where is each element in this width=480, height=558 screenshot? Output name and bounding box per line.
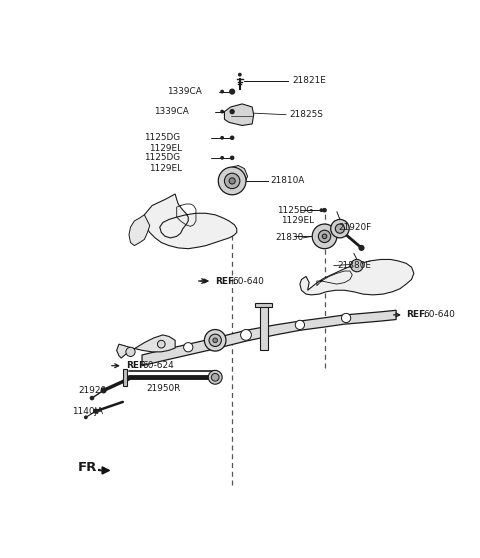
Text: 21821E: 21821E — [292, 76, 326, 85]
Text: 21920F: 21920F — [338, 223, 372, 232]
Circle shape — [208, 371, 222, 384]
Polygon shape — [123, 369, 127, 386]
Polygon shape — [129, 215, 150, 246]
Text: 1125DG: 1125DG — [144, 153, 180, 162]
Circle shape — [336, 224, 345, 233]
Text: REF.: REF. — [406, 310, 427, 319]
Circle shape — [209, 334, 221, 347]
Polygon shape — [142, 310, 396, 365]
Circle shape — [230, 136, 234, 140]
Polygon shape — [255, 302, 272, 307]
Text: 1129EL: 1129EL — [149, 164, 182, 173]
Text: 1339CA: 1339CA — [154, 107, 189, 116]
Polygon shape — [232, 166, 248, 184]
Circle shape — [220, 136, 224, 140]
Circle shape — [240, 330, 252, 340]
Circle shape — [230, 156, 234, 160]
Circle shape — [90, 396, 94, 401]
Text: 1140JA: 1140JA — [72, 407, 103, 416]
Circle shape — [93, 408, 98, 414]
Text: 1125DG: 1125DG — [277, 206, 313, 215]
Text: 1125DG: 1125DG — [144, 133, 180, 142]
Polygon shape — [117, 335, 175, 358]
Circle shape — [126, 347, 135, 357]
Text: 21950R: 21950R — [146, 384, 180, 393]
Circle shape — [184, 343, 193, 352]
Text: 21920: 21920 — [78, 386, 106, 395]
Circle shape — [84, 415, 88, 419]
Text: 60-640: 60-640 — [423, 310, 455, 319]
Circle shape — [341, 314, 351, 323]
Circle shape — [213, 338, 217, 343]
Text: REF.: REF. — [126, 361, 147, 370]
Circle shape — [229, 109, 235, 114]
Circle shape — [204, 330, 226, 351]
Circle shape — [157, 340, 165, 348]
Circle shape — [295, 320, 304, 330]
Circle shape — [218, 167, 246, 195]
Text: REF.: REF. — [215, 277, 236, 286]
Circle shape — [322, 234, 327, 239]
Polygon shape — [300, 259, 414, 295]
Circle shape — [229, 89, 235, 95]
Circle shape — [359, 245, 365, 251]
Circle shape — [229, 178, 235, 184]
Polygon shape — [144, 194, 237, 249]
Circle shape — [318, 230, 331, 243]
Text: 60-640: 60-640 — [232, 277, 264, 286]
Polygon shape — [225, 104, 254, 126]
Text: 1339CA: 1339CA — [167, 87, 202, 96]
Circle shape — [225, 173, 240, 189]
Text: 1129EL: 1129EL — [281, 217, 314, 225]
Circle shape — [312, 224, 337, 249]
Text: 21880E: 21880E — [337, 261, 371, 270]
Circle shape — [211, 373, 219, 381]
Text: 21810A: 21810A — [271, 176, 305, 185]
Circle shape — [238, 73, 242, 76]
Circle shape — [351, 259, 363, 272]
Text: 21830: 21830 — [275, 233, 303, 242]
Circle shape — [322, 208, 327, 213]
Text: 60-624: 60-624 — [143, 361, 175, 370]
Circle shape — [320, 208, 324, 212]
Text: 1129EL: 1129EL — [149, 144, 182, 153]
Circle shape — [331, 219, 349, 238]
Circle shape — [220, 156, 224, 160]
Circle shape — [220, 90, 224, 94]
Polygon shape — [260, 306, 267, 350]
Circle shape — [220, 110, 224, 113]
Text: 21825S: 21825S — [289, 110, 323, 119]
Text: FR.: FR. — [78, 461, 103, 474]
Circle shape — [100, 387, 107, 393]
